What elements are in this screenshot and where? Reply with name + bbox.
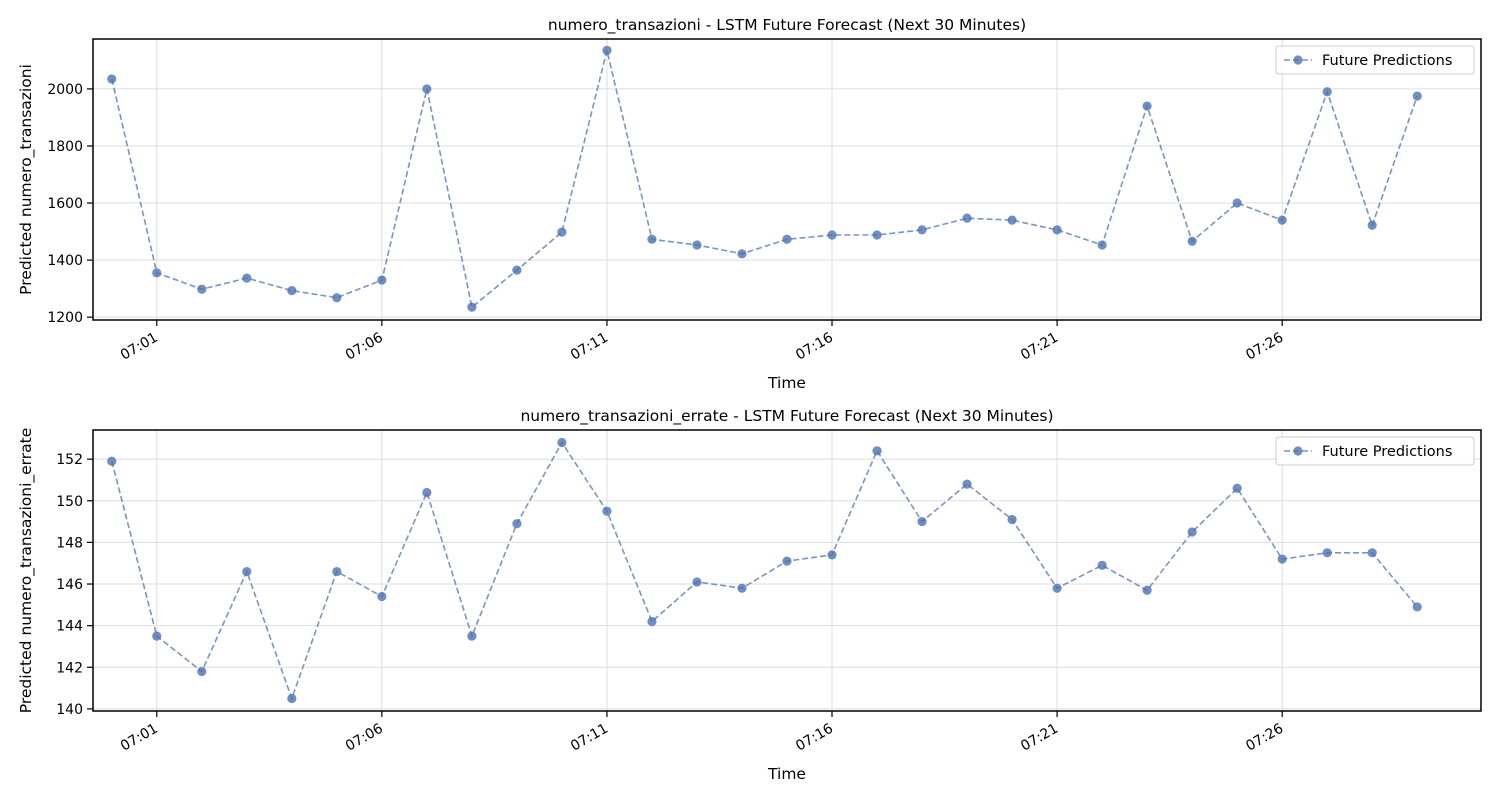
data-point [1232, 483, 1242, 493]
legend: Future Predictions [1275, 436, 1475, 466]
y-tick-label: 1200 [47, 310, 83, 326]
data-point [692, 577, 702, 587]
y-tick-label: 142 [56, 660, 83, 676]
legend-marker [1293, 55, 1303, 65]
data-point [827, 550, 837, 560]
data-point [512, 265, 522, 275]
legend-label: Future Predictions [1322, 53, 1452, 69]
data-point [1277, 215, 1287, 225]
data-point [197, 284, 207, 294]
data-point [782, 556, 792, 566]
series-line [111, 440, 1418, 701]
data-point [242, 566, 252, 577]
y-tick-label: 2000 [47, 82, 83, 98]
data-point [1277, 554, 1287, 564]
chart-title: numero_transazioni - LSTM Future Forecas… [548, 16, 1026, 35]
data-point [737, 249, 747, 259]
data-point [917, 225, 927, 235]
data-point [737, 583, 747, 593]
y-tick-label: 1600 [47, 196, 83, 212]
data-point [692, 240, 702, 250]
y-axis-label: Predicted numero_transazioni [17, 64, 36, 295]
data-point [1412, 91, 1422, 101]
axes-frame [92, 429, 1482, 712]
data-point [1097, 560, 1107, 570]
y-tick-label: 150 [56, 494, 83, 510]
data-point [107, 74, 117, 84]
y-axis-label: Predicted numero_transazioni_errate [17, 428, 36, 714]
legend: Future Predictions [1275, 45, 1475, 75]
data-point [467, 631, 477, 641]
y-tick-label: 1400 [47, 253, 83, 269]
data-point [287, 693, 297, 704]
data-point [197, 666, 207, 677]
data-point [602, 506, 612, 516]
data-point [1142, 585, 1152, 595]
data-point [242, 273, 252, 283]
data-point [152, 268, 162, 278]
data-point [1187, 527, 1197, 537]
y-tick-label: 140 [56, 702, 83, 718]
x-axis-label: Time [767, 765, 806, 783]
data-point [422, 487, 432, 498]
data-point [1142, 101, 1152, 111]
series-line [111, 50, 1418, 309]
data-point [1007, 514, 1017, 525]
data-point [1412, 602, 1422, 612]
legend-box [1275, 45, 1475, 75]
data-point [1052, 225, 1062, 235]
data-point [422, 84, 432, 94]
data-point [1007, 215, 1017, 225]
legend-marker [1293, 446, 1303, 456]
y-tick-label: 1800 [47, 139, 83, 155]
legend-label: Future Predictions [1322, 444, 1452, 460]
data-point [557, 227, 567, 237]
data-point [1052, 583, 1062, 593]
data-point [332, 293, 342, 303]
y-tick-label: 144 [56, 619, 83, 635]
data-point [1232, 198, 1242, 208]
y-tick-label: 146 [56, 577, 83, 593]
data-point [287, 286, 297, 296]
data-point [377, 275, 387, 285]
x-axis-label: Time [767, 374, 806, 392]
data-point [557, 437, 567, 448]
data-point [1367, 548, 1377, 558]
data-point [332, 566, 342, 577]
data-point [872, 446, 882, 456]
data-point [1322, 548, 1332, 558]
data-point [377, 591, 387, 602]
data-point [1097, 240, 1107, 250]
data-point [782, 234, 792, 244]
data-point [1367, 220, 1377, 230]
y-tick-label: 148 [56, 535, 83, 551]
data-point [512, 519, 522, 529]
data-point [962, 213, 972, 223]
data-point [962, 479, 972, 489]
data-point [107, 456, 117, 466]
data-point [827, 230, 837, 240]
data-point [467, 302, 477, 312]
data-point [872, 230, 882, 240]
data-point [152, 631, 162, 641]
data-point [647, 234, 657, 244]
data-point [1322, 87, 1332, 97]
axes-frame [92, 38, 1482, 321]
data-point [602, 45, 612, 56]
data-point [917, 516, 927, 527]
chart-title: numero_transazioni_errate - LSTM Future … [520, 407, 1053, 426]
y-tick-label: 152 [56, 452, 83, 468]
data-point [647, 616, 657, 627]
data-point [1187, 236, 1197, 246]
legend-box [1275, 436, 1475, 466]
